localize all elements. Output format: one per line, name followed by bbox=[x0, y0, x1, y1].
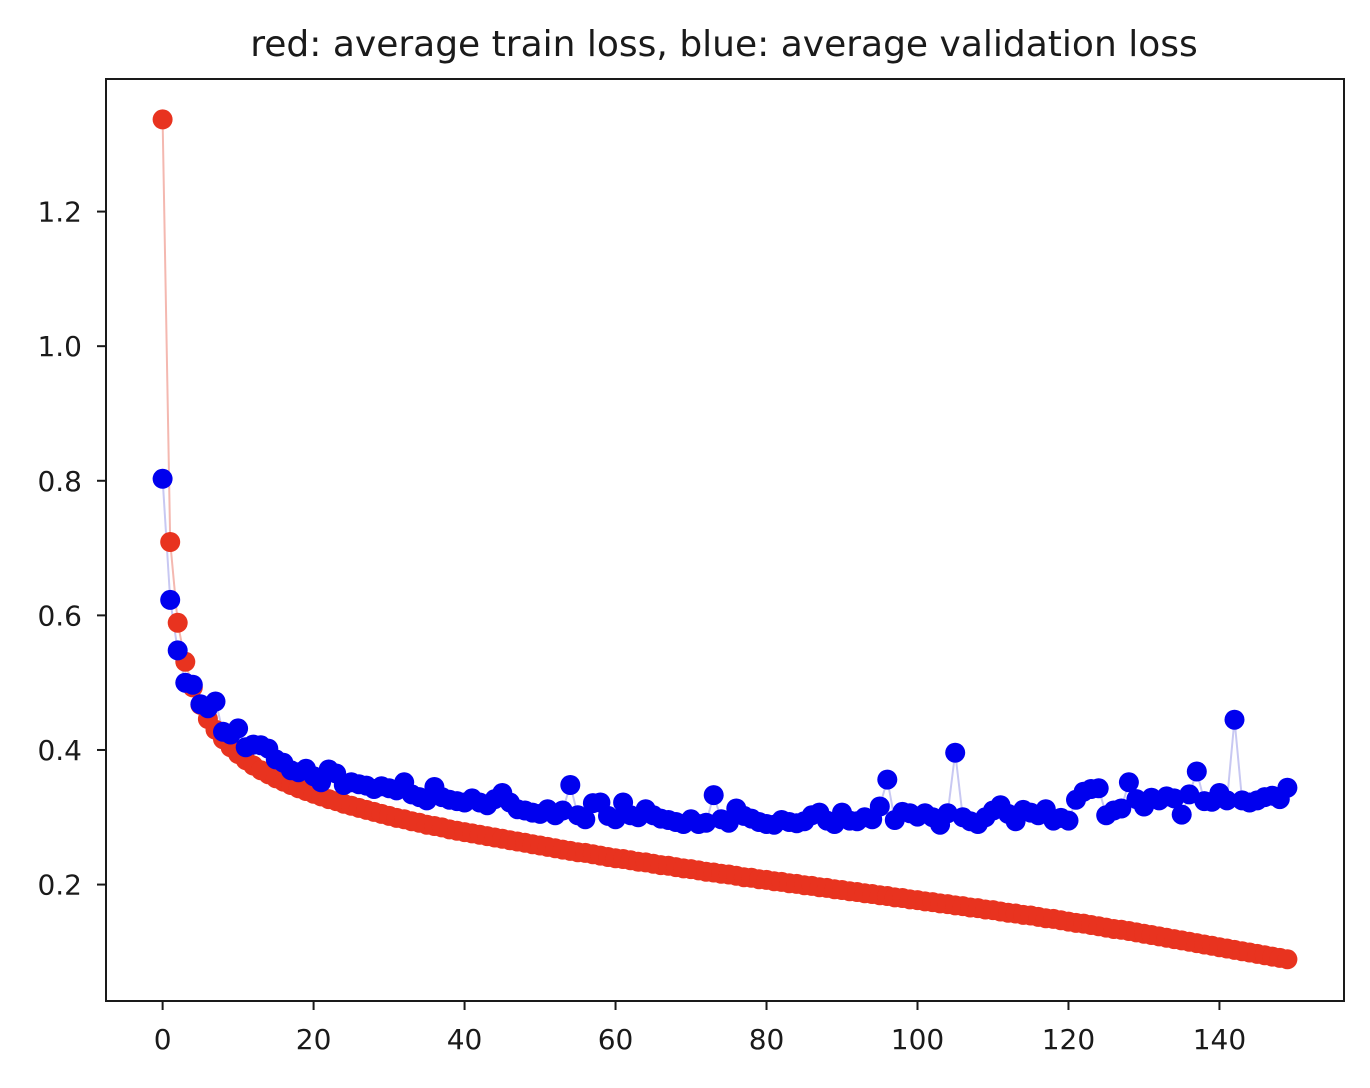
series-1-point bbox=[160, 589, 181, 610]
series-1-point bbox=[605, 809, 626, 830]
series-1-point bbox=[1118, 772, 1139, 793]
series-1-point bbox=[182, 674, 203, 695]
x-tick-label: 120 bbox=[1042, 1023, 1095, 1056]
series-1-point bbox=[1179, 784, 1200, 805]
series-1-point bbox=[937, 803, 958, 824]
series-1-point bbox=[1224, 709, 1245, 730]
series-1-point bbox=[552, 800, 573, 821]
series-1-point bbox=[228, 718, 249, 739]
series-1-point bbox=[1088, 778, 1109, 799]
series-1-point bbox=[1111, 798, 1132, 819]
y-tick-label: 1.0 bbox=[37, 330, 82, 363]
x-tick-label: 100 bbox=[891, 1023, 944, 1056]
x-tick-label: 0 bbox=[154, 1023, 172, 1056]
series-1-point bbox=[1277, 777, 1298, 798]
series-1-point bbox=[877, 769, 898, 790]
chart-title: red: average train loss, blue: average v… bbox=[250, 24, 1198, 65]
y-tick-label: 0.8 bbox=[37, 465, 82, 498]
x-tick-label: 140 bbox=[1193, 1023, 1246, 1056]
series-1-point bbox=[1171, 804, 1192, 825]
y-tick-label: 1.2 bbox=[37, 196, 82, 229]
axes: 0 20 40 60 80 100 120 140 0.2 0.4 0.6 0.8 1.0 1.2 bbox=[37, 196, 1246, 1056]
series-1-point bbox=[152, 468, 173, 489]
series-1-point bbox=[1164, 788, 1185, 809]
series-1-point bbox=[167, 640, 188, 661]
series-1-point bbox=[560, 775, 581, 795]
series-1-point bbox=[703, 785, 724, 806]
series-1-point bbox=[945, 742, 966, 763]
series-0-point bbox=[167, 612, 188, 633]
series-1-point bbox=[1058, 810, 1079, 831]
series-0-point bbox=[1277, 949, 1298, 970]
y-tick-label: 0.2 bbox=[37, 869, 82, 902]
series-1-point bbox=[696, 812, 717, 833]
series-1-point bbox=[205, 691, 226, 712]
x-tick-label: 40 bbox=[447, 1023, 483, 1056]
y-tick-label: 0.4 bbox=[37, 734, 82, 767]
series-1-point bbox=[869, 796, 890, 817]
x-tick-label: 60 bbox=[598, 1023, 634, 1056]
x-tick-label: 20 bbox=[296, 1023, 332, 1056]
series-0-point bbox=[160, 532, 181, 552]
plot-frame bbox=[105, 78, 1345, 1002]
y-tick-label: 0.6 bbox=[37, 599, 82, 632]
plot-area bbox=[152, 109, 1298, 970]
series-1-point bbox=[575, 809, 596, 830]
x-tick-label: 80 bbox=[749, 1023, 785, 1056]
series-1-point bbox=[1186, 761, 1207, 782]
series-1-point bbox=[1217, 790, 1237, 811]
series-0-point bbox=[152, 109, 173, 130]
